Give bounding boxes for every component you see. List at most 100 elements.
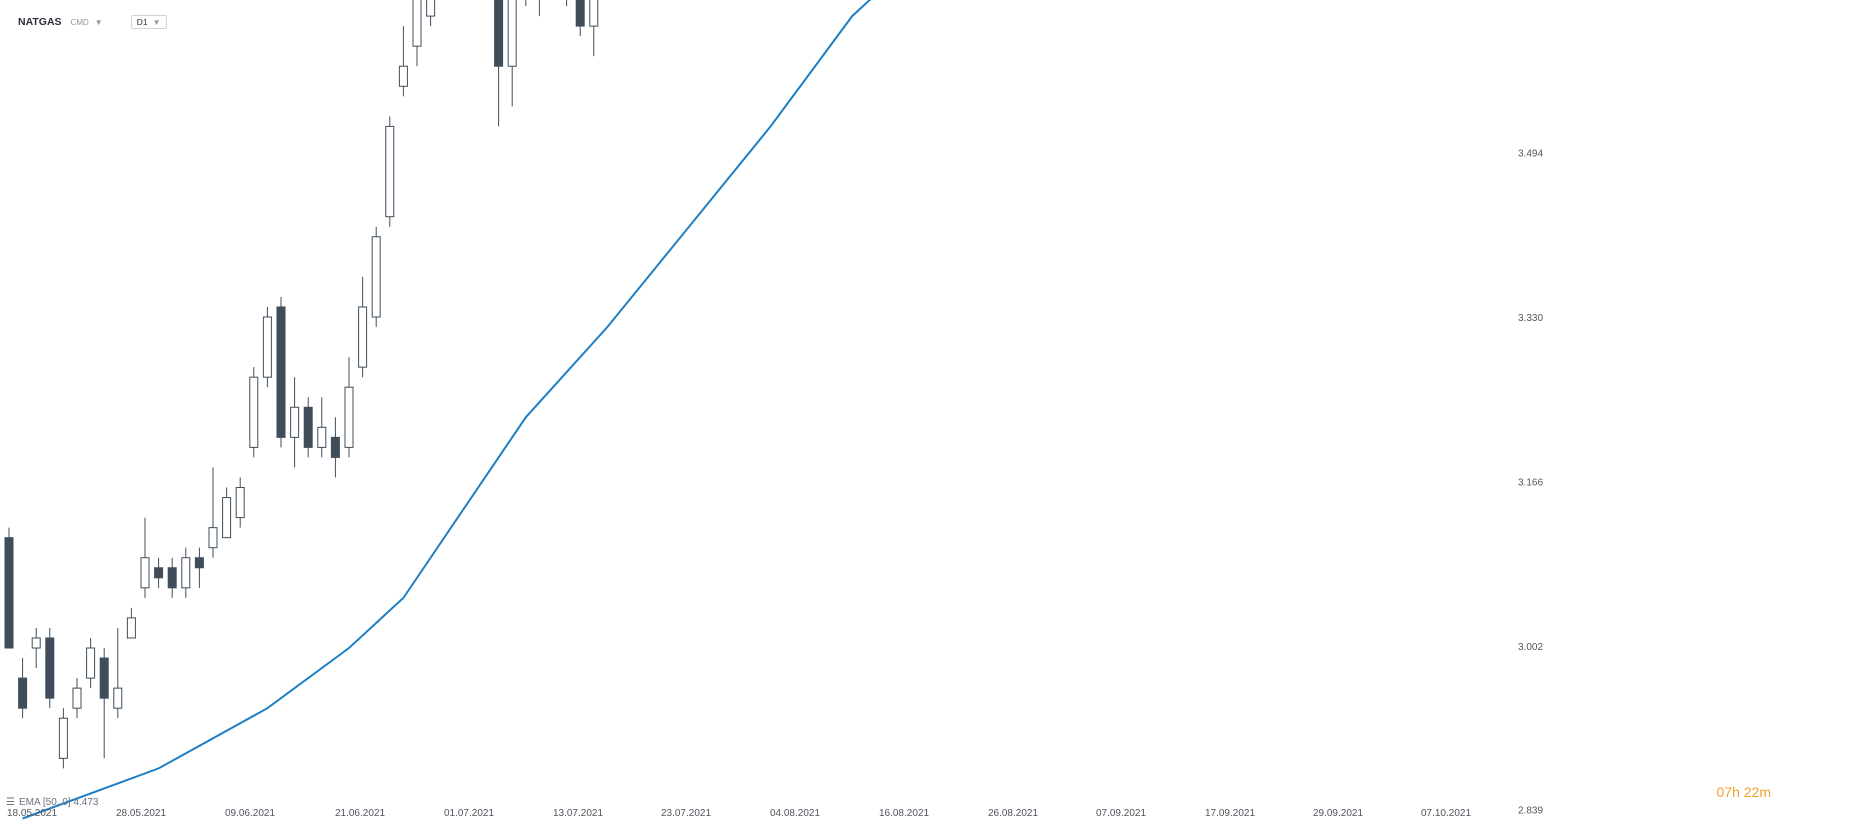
candle: [290, 377, 300, 468]
instrument-header: NATGAS CMD ▼ D1 ▼: [18, 14, 167, 30]
x-tick-label: 21.06.2021: [335, 808, 385, 819]
x-tick-label: 28.05.2021: [116, 808, 166, 819]
chevron-down-icon: ▼: [152, 17, 161, 27]
x-tick-label: 17.09.2021: [1205, 808, 1255, 819]
candle: [538, 0, 540, 17]
candle-bull-body: [398, 65, 408, 87]
candle: [276, 296, 286, 448]
candle: [18, 658, 28, 719]
candle: [385, 116, 395, 227]
candle: [330, 417, 340, 478]
timer-hours-unit: h: [1732, 784, 1740, 800]
candle-bull-body: [86, 647, 96, 679]
candle: [208, 467, 218, 558]
candle: [566, 0, 568, 7]
candle-bear-body: [154, 567, 164, 579]
candle-bull-body: [72, 687, 82, 709]
y-tick-label: 3.330: [1518, 313, 1543, 324]
y-tick-label: 2.839: [1518, 805, 1543, 816]
candles-layer: [4, 0, 599, 769]
candle: [344, 357, 354, 458]
candle: [303, 397, 313, 458]
x-tick-label: 07.09.2021: [1096, 808, 1146, 819]
candle-bull-body: [31, 637, 41, 649]
candle-bull-body: [371, 236, 381, 318]
timeframe-select[interactable]: D1 ▼: [130, 15, 167, 29]
candle-bear-body: [194, 557, 204, 569]
candle-bull-body: [507, 0, 517, 67]
x-tick-label: 23.07.2021: [661, 808, 711, 819]
y-tick-label: 3.166: [1518, 477, 1543, 488]
timer-minutes-unit: m: [1759, 784, 1771, 800]
candle: [181, 547, 191, 598]
price-axis: 2.8393.0023.1663.3303.4943.6573.8213.985…: [1518, 148, 1543, 816]
symbol-name[interactable]: NATGAS: [18, 16, 62, 28]
x-tick-label: 29.09.2021: [1313, 808, 1363, 819]
candle: [317, 397, 327, 458]
candle-bear-body: [167, 567, 177, 589]
candle-bull-body: [222, 497, 232, 539]
candle: [426, 0, 436, 27]
x-tick-label: 04.08.2021: [770, 808, 820, 819]
candle-bear-body: [303, 406, 313, 448]
x-tick-label: 26.08.2021: [988, 808, 1038, 819]
ema-legend[interactable]: ☰ EMA [50, 0] 4.473: [6, 797, 98, 808]
candle-bull-body: [317, 426, 327, 448]
candle: [358, 276, 368, 378]
candle-bull-body: [113, 687, 123, 709]
candle: [222, 487, 232, 539]
time-axis: 18.05.2021 28.05.2021 09.06.2021 21.06.2021…: [7, 808, 1471, 819]
ema-layer: [22, 0, 872, 820]
candle-bear-body: [45, 637, 55, 699]
y-tick-label: 3.002: [1518, 642, 1543, 653]
candle: [371, 226, 381, 328]
candle: [86, 637, 96, 689]
market-label: CMD: [70, 17, 89, 27]
x-tick-label: 09.06.2021: [225, 808, 275, 819]
candle: [72, 678, 82, 719]
candle-bear-body: [4, 537, 14, 649]
candle: [249, 367, 259, 458]
candle-bull-body: [208, 527, 218, 549]
candle-bear-body: [575, 0, 585, 27]
candle: [31, 627, 41, 669]
candle: [4, 527, 14, 649]
candle-bull-body: [344, 386, 354, 448]
candle: [507, 0, 517, 107]
candle: [113, 627, 123, 719]
timeframe-value: D1: [136, 17, 148, 27]
candle: [575, 0, 585, 37]
candle: [126, 607, 136, 639]
candle-bull-body: [358, 306, 368, 368]
chevron-down-icon[interactable]: ▼: [94, 17, 103, 27]
candle-bull-body: [589, 0, 599, 27]
candle: [99, 648, 109, 759]
timer-minutes: 22: [1743, 784, 1760, 800]
candle: [45, 627, 55, 709]
candle-bull-body: [262, 316, 272, 378]
x-tick-label: 01.07.2021: [444, 808, 494, 819]
candle-bull-body: [140, 557, 150, 589]
candle-bull-body: [235, 487, 245, 519]
candle: [589, 0, 599, 57]
candle-bull-body: [181, 557, 191, 589]
indicator-list-icon[interactable]: ☰: [6, 797, 15, 808]
candle: [154, 557, 164, 588]
candle-bull-body: [249, 376, 259, 448]
candle-bear-body: [494, 0, 504, 67]
timer-hours: 07: [1716, 784, 1733, 800]
candle-bull-body: [412, 0, 422, 47]
candle-bear-body: [99, 657, 109, 699]
candle-bear-body: [18, 677, 28, 709]
candle: [412, 0, 422, 67]
candle: [167, 557, 177, 598]
x-tick-label: 18.05.2021: [7, 808, 57, 819]
x-tick-label: 13.07.2021: [553, 808, 603, 819]
candle-bear-body: [330, 436, 340, 458]
candle: [235, 477, 245, 528]
candle: [58, 708, 68, 769]
candle: [494, 0, 504, 127]
candle-bull-body: [385, 125, 395, 218]
ema-line: [22, 0, 872, 820]
